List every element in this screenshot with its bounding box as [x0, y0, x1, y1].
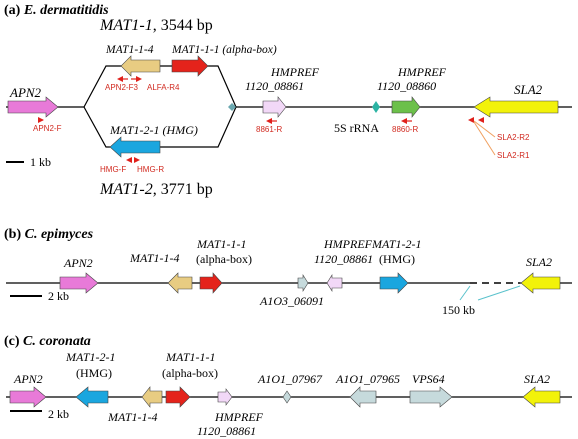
primer-sla2r2-head	[468, 117, 474, 123]
hmpref-gene-c	[217, 388, 233, 406]
hmpref-label-b-2: 1120_08861	[314, 252, 373, 266]
panel-a: (a) E. dermatitidis MAT1-1, 3544 bp APN2…	[4, 3, 572, 198]
mat114-gene	[120, 55, 161, 77]
mat114-gene-b	[167, 272, 193, 294]
hmpref-label-c-1: HMPREF	[214, 410, 264, 424]
hmpref08861-label-2: 1120_08861	[245, 79, 304, 93]
mat114-label-b: MAT1-1-4	[129, 251, 180, 265]
apn2-gene-b	[59, 272, 99, 294]
primer-8861r-label: 8861-R	[256, 125, 282, 134]
panel-c: (c) C. coronata APN2 MAT1-2-1 (HMG) MAT1…	[4, 334, 572, 438]
a1o1-07965-label: A1O1_07965	[335, 372, 400, 386]
a1o1-07965-gene	[349, 386, 377, 408]
scale-label-c: 2 kb	[48, 407, 69, 421]
primer-hmgf-label: HMG-F	[100, 165, 126, 174]
hmpref-label-b-1: HMPREF	[323, 237, 373, 251]
hmpref-label-c-2: 1120_08861	[197, 424, 256, 438]
gap-callout-left	[459, 285, 471, 301]
mat111-gene-b	[199, 272, 223, 294]
gap-label: 150 kb	[442, 303, 475, 317]
mat111-label-b-2: (alpha-box)	[196, 252, 252, 266]
vps64-gene	[409, 386, 453, 408]
primer-apn2f3-label: APN2-F3	[105, 83, 138, 92]
primer-apn2f-label: APN2-F	[33, 124, 62, 133]
apn2-label-c: APN2	[13, 372, 43, 386]
hmpref08860-label-1: HMPREF	[397, 65, 447, 79]
mat121-label-b-2: (HMG)	[379, 252, 415, 266]
scale-label-a: 1 kb	[30, 155, 51, 169]
mat111-label-c-1: MAT1-1-1	[165, 350, 216, 364]
mat11-branch	[83, 65, 237, 108]
mat121-label-c-2: (HMG)	[76, 366, 112, 380]
primer-hmgf-head	[126, 157, 132, 163]
gap-callout-right	[477, 285, 521, 301]
mat121-label-c-1: MAT1-2-1	[65, 350, 116, 364]
vps64-label: VPS64	[412, 372, 445, 386]
primer-hmgr-label: HMG-R	[137, 165, 164, 174]
mat114-label: MAT1-1-4	[105, 44, 154, 56]
mat121-gene-c	[75, 386, 109, 408]
5s-rrna-marker	[372, 101, 380, 113]
primer-apn2f-head	[38, 117, 44, 123]
a1o1-07967-label: A1O1_07967	[257, 372, 323, 386]
primer-sla2r1-head	[478, 117, 484, 123]
5s-rrna-label: 5S rRNA	[334, 121, 379, 135]
panel-b: (b) C. epimyces APN2 MAT1-1-4 MAT1-1-1 (…	[4, 227, 572, 317]
apn2-gene	[7, 96, 59, 118]
sla2-label-c: SLA2	[524, 372, 550, 386]
panel-b-label: (b) C. epimyces	[4, 227, 94, 242]
mat12-branch	[83, 106, 237, 148]
sla2-gene-c	[522, 386, 561, 408]
hmpref08861-label-1: HMPREF	[270, 65, 320, 79]
hmpref-gene-b	[326, 273, 343, 293]
mat111-label-b-1: MAT1-1-1	[196, 237, 247, 251]
primer-sla2r1-label: SLA2-R1	[497, 151, 530, 160]
hmpref08860-gene	[391, 96, 421, 118]
mat111-gene	[171, 55, 209, 77]
primer-8860r-label: 8860-R	[392, 125, 418, 134]
panel-c-label: (c) C. coronata	[4, 334, 91, 349]
mat11-idiomorph-label: MAT1-1, 3544 bp	[99, 17, 213, 34]
sla2-gene-b	[520, 272, 561, 294]
mat121-label-b-1: MAT1-2-1	[371, 237, 422, 251]
primer-apn2f3-head	[117, 76, 123, 82]
mat121-label: MAT1-2-1 (HMG)	[109, 123, 198, 137]
primer-8860r-head	[401, 118, 407, 124]
callout-sla2r2	[473, 120, 496, 138]
a1o3-06091-gene	[297, 273, 309, 293]
callout-sla2r1	[473, 121, 496, 156]
mat114-label-c: MAT1-1-4	[107, 410, 158, 424]
primer-sla2r2-label: SLA2-R2	[497, 133, 530, 142]
apn2-label: APN2	[9, 85, 42, 100]
a1o3-06091-label: A1O3_06091	[259, 294, 324, 308]
sla2-gene	[473, 96, 559, 118]
primer-alfar4-label: ALFA-R4	[147, 83, 180, 92]
primer-alfar4-head	[136, 76, 142, 82]
apn2-label-b: APN2	[63, 256, 93, 270]
mat12-idiomorph-label: MAT1-2, 3771 bp	[99, 181, 213, 198]
apn2-gene-c	[9, 386, 47, 408]
hmpref08860-label-2: 1120_08860	[377, 79, 436, 93]
mat111-label-c-2: (alpha-box)	[162, 366, 218, 380]
mat121-gene	[109, 136, 161, 158]
mat121-gene-b	[379, 272, 409, 294]
junction-marker	[228, 103, 236, 111]
a1o1-07967-gene	[282, 390, 292, 404]
primer-hmgr-head	[134, 157, 140, 163]
panel-a-label: (a) E. dermatitidis	[4, 3, 109, 18]
mat114-gene-c	[141, 386, 163, 408]
hmpref08861-gene	[262, 96, 287, 118]
primer-8861r-head	[266, 118, 272, 124]
scale-label-b: 2 kb	[48, 289, 69, 303]
sla2-label-b: SLA2	[526, 255, 552, 269]
mat111-label: MAT1-1-1 (alpha-box)	[171, 44, 277, 56]
sla2-label: SLA2	[514, 82, 543, 97]
mat111-gene-c	[165, 386, 191, 408]
